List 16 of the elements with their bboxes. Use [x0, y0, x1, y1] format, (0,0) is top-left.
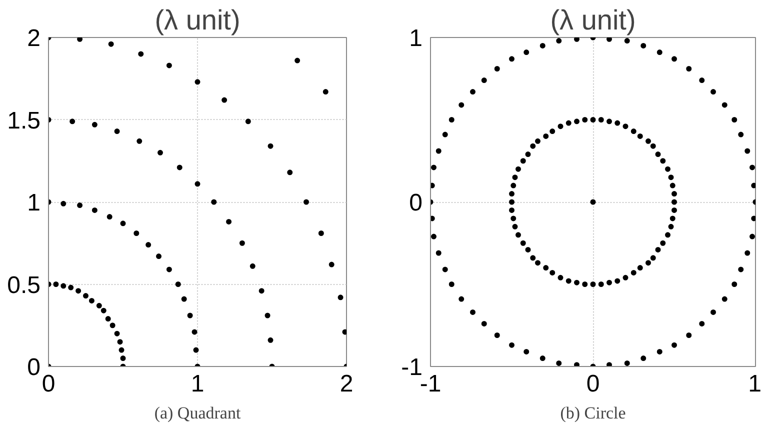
chart-title: (λ unit) [550, 4, 636, 36]
y-tick-label: 1 [27, 190, 41, 216]
y-tick-label: 2 [27, 25, 41, 52]
y-tick-label: 0.5 [7, 272, 41, 299]
text: (a) Quadrant [154, 404, 241, 422]
x-tick-label: 1 [190, 370, 204, 398]
x-tick-label: 0 [586, 370, 600, 398]
y-tick-label: 1 [409, 25, 423, 52]
y-tick-label: 0 [409, 190, 423, 216]
text: (b) Circle [560, 404, 626, 422]
x-tick-label: 1 [748, 370, 761, 398]
chart-title: (λ unit) [154, 4, 240, 36]
y-tick-label: 1.5 [7, 107, 41, 134]
y-tick-label: -1 [401, 354, 423, 381]
x-tick-label: 2 [340, 370, 354, 398]
y-tick-label: 0 [27, 354, 41, 381]
